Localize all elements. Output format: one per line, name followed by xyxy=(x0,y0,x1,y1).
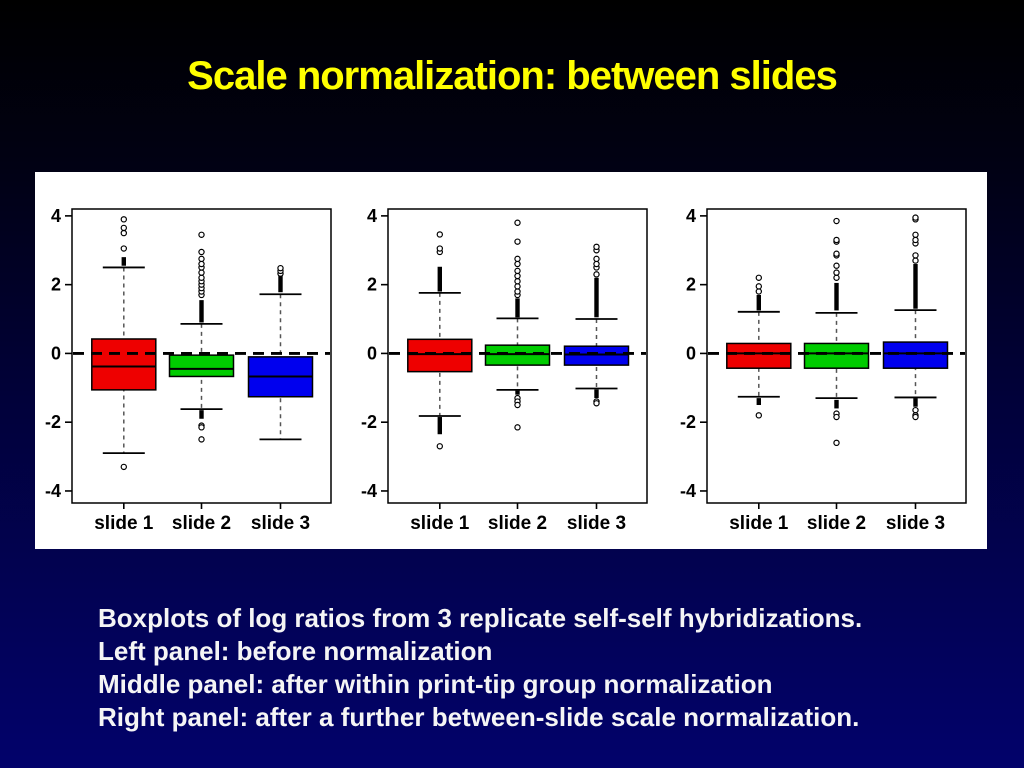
svg-text:slide 1: slide 1 xyxy=(729,513,789,534)
caption-line-4: Right panel: after a further between-sli… xyxy=(98,702,860,732)
svg-text:0: 0 xyxy=(367,343,377,363)
svg-text:slide 2: slide 2 xyxy=(488,513,547,534)
svg-text:4: 4 xyxy=(367,206,377,226)
svg-text:slide 3: slide 3 xyxy=(251,513,310,534)
svg-text:slide 1: slide 1 xyxy=(94,513,154,534)
svg-text:slide 2: slide 2 xyxy=(172,513,231,534)
svg-text:-2: -2 xyxy=(680,412,696,432)
svg-text:-2: -2 xyxy=(361,412,377,432)
svg-text:slide 3: slide 3 xyxy=(567,513,626,534)
svg-text:-4: -4 xyxy=(45,481,61,501)
svg-text:slide 1: slide 1 xyxy=(410,513,470,534)
svg-text:0: 0 xyxy=(51,343,61,363)
caption-line-3: Middle panel: after within print-tip gro… xyxy=(98,669,773,699)
svg-text:-4: -4 xyxy=(680,481,696,501)
svg-text:-4: -4 xyxy=(361,481,377,501)
svg-text:4: 4 xyxy=(686,206,696,226)
svg-text:-2: -2 xyxy=(45,412,61,432)
slide-title: Scale normalization: between slides xyxy=(187,54,838,98)
boxplot-chart: 4 2 0 -2 -4 slide 1 slide 2 slide 3 4 2 0 -2 -4 slide… xyxy=(45,206,967,534)
caption-line-1: Boxplots of log ratios from 3 replicate … xyxy=(98,603,863,633)
svg-text:slide 2: slide 2 xyxy=(807,513,866,534)
boxplot-figure: 4 2 0 -2 -4 slide 1 slide 2 slide 3 4 2 0 -2 -4 slide… xyxy=(35,172,987,549)
caption-block: Boxplots of log ratios from 3 replicate … xyxy=(98,602,978,734)
svg-text:slide 3: slide 3 xyxy=(886,513,945,534)
svg-text:4: 4 xyxy=(51,206,61,226)
svg-text:0: 0 xyxy=(686,343,696,363)
svg-text:2: 2 xyxy=(51,275,61,295)
svg-text:2: 2 xyxy=(367,275,377,295)
svg-text:2: 2 xyxy=(686,275,696,295)
caption-line-2: Left panel: before normalization xyxy=(98,636,493,666)
